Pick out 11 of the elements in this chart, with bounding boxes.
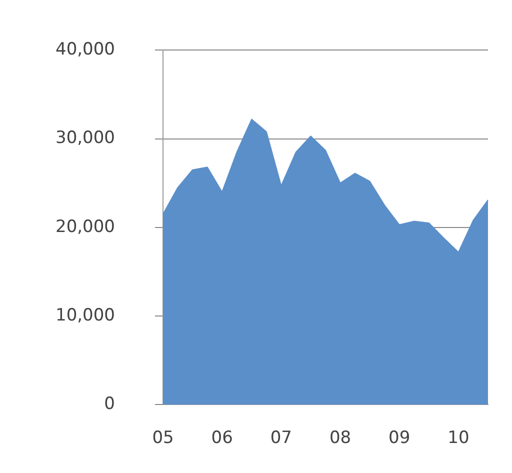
x-tick-label: 06 [211, 428, 233, 448]
x-tick-label: 08 [329, 428, 352, 448]
x-tick-label: 05 [152, 428, 174, 448]
y-tick-label: 30,000 [56, 128, 115, 148]
y-tick-label: 0 [104, 394, 115, 414]
y-tick-label: 40,000 [56, 40, 115, 60]
y-tick-label: 10,000 [56, 305, 115, 326]
x-tick-label: 07 [270, 428, 292, 448]
x-tick-label: 10 [448, 428, 470, 448]
x-tick-label: 09 [388, 428, 410, 448]
y-tick-label: 20,000 [56, 216, 115, 237]
